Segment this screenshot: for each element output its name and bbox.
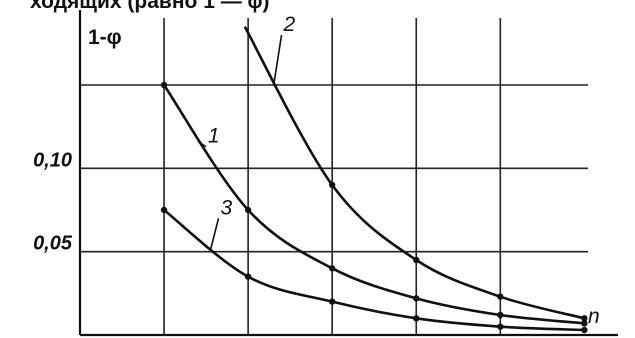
point-3-3 <box>413 315 420 322</box>
point-2-1 <box>328 181 336 189</box>
y-tick-label-0: 0,10 <box>33 149 72 171</box>
y-axis-title: 1-φ <box>88 26 122 49</box>
x-axis-title: n <box>588 305 600 328</box>
point-3-2 <box>328 298 336 305</box>
curve-3 <box>163 208 585 332</box>
curves <box>162 26 585 332</box>
point-1-1 <box>244 206 252 214</box>
y-tick-label-1: 0,05 <box>33 233 73 255</box>
curve-leader-1 <box>197 140 207 148</box>
point-2-2 <box>413 256 420 264</box>
data-points <box>160 81 588 334</box>
curve-2 <box>243 26 585 320</box>
curve-label-3: 3 <box>221 196 233 219</box>
caption-fragment: ходящих (равно 1 — φ) <box>30 0 270 13</box>
labels: 1 2 3 <box>197 13 296 251</box>
point-1-4 <box>497 311 504 319</box>
point-2-4 <box>581 315 588 322</box>
point-3-1 <box>244 273 252 280</box>
curve-label-1: 1 <box>208 125 220 148</box>
grid <box>80 18 588 335</box>
point-3-0 <box>160 206 168 214</box>
curve-leader-3 <box>209 218 220 251</box>
axes: 0,10 0,05 1-φ n <box>33 10 618 337</box>
curve-leader-2 <box>272 34 283 87</box>
point-1-3 <box>413 295 420 302</box>
point-3-4 <box>497 323 504 330</box>
point-1-2 <box>328 265 336 272</box>
point-2-3 <box>497 293 504 300</box>
point-3-5 <box>581 326 588 334</box>
point-1-5 <box>581 320 588 327</box>
point-1-0 <box>160 81 168 89</box>
curve-label-2: 2 <box>283 13 296 36</box>
